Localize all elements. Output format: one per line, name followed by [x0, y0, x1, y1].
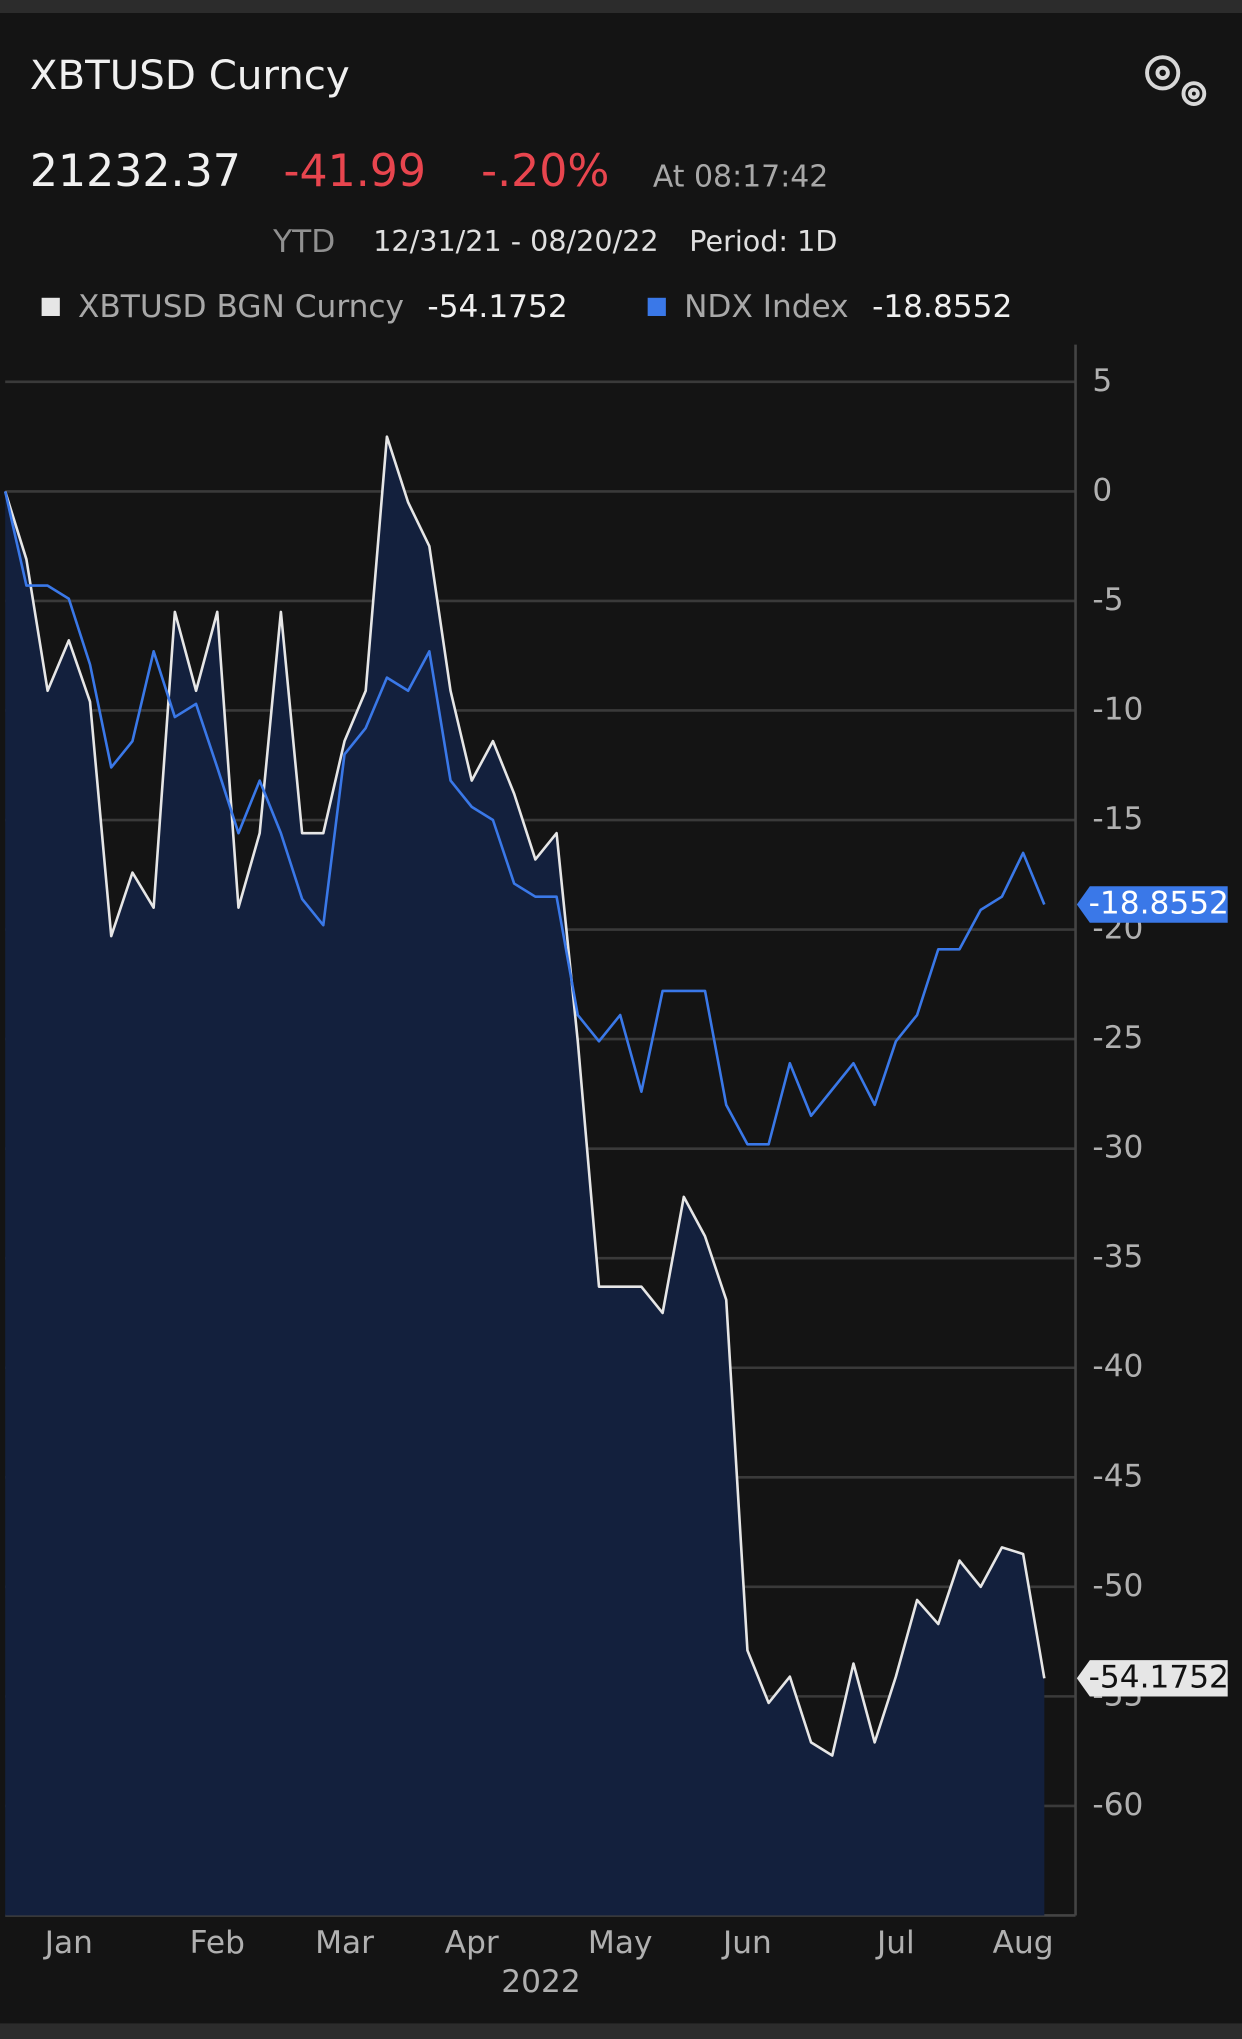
y-tick-label: -45 [1092, 1458, 1143, 1494]
x-tick-label: Apr [445, 1925, 499, 1961]
change: -41.99 [284, 146, 427, 197]
legend-label: NDX Index [684, 289, 849, 325]
legend-value: -54.1752 [427, 289, 567, 325]
bottom-bar [0, 2023, 1242, 2039]
legend-label: XBTUSD BGN Curncy [78, 289, 404, 325]
y-tick-label: 5 [1092, 363, 1112, 399]
legend-swatch [647, 297, 666, 316]
period: Period: 1D [689, 224, 837, 258]
x-tick-label: May [588, 1925, 653, 1961]
value-tag [1076, 886, 1228, 923]
time: At 08:17:42 [653, 160, 828, 195]
y-tick-label: 0 [1092, 472, 1112, 508]
y-tick-label: -5 [1092, 582, 1123, 618]
title: XBTUSD Curncy [30, 52, 350, 99]
value-tag-label: -54.1752 [1089, 1659, 1229, 1695]
y-tick-label: -15 [1092, 801, 1143, 837]
y-tick-label: -25 [1092, 1020, 1143, 1056]
legend-swatch [41, 297, 60, 316]
top-bar [0, 0, 1242, 14]
x-tick-label: Feb [190, 1925, 245, 1961]
range-label: YTD [272, 224, 335, 260]
y-tick-label: -35 [1092, 1239, 1143, 1275]
y-tick-label: -40 [1092, 1349, 1143, 1385]
x-tick-label: Jul [875, 1925, 915, 1961]
line [3, 491, 1046, 1146]
line [3, 435, 1046, 1757]
price: 21232.37 [30, 146, 241, 197]
change-pct: -.20% [481, 146, 609, 197]
x-tick-label: Jun [721, 1925, 772, 1961]
x-tick-label: Mar [315, 1925, 374, 1961]
settings-icon[interactable] [1145, 55, 1207, 106]
y-tick-label: -60 [1092, 1787, 1143, 1823]
x-axis-label: 2022 [501, 1964, 580, 2000]
area [5, 436, 1045, 1916]
y-tick-label: -10 [1092, 691, 1143, 727]
x-tick-label: Jan [43, 1925, 93, 1961]
value-tag [1076, 1660, 1228, 1697]
y-tick-label: -30 [1092, 1130, 1143, 1166]
range: 12/31/21 - 08/20/22 [373, 224, 658, 258]
y-tick-label: -50 [1092, 1568, 1143, 1604]
value-tag-label: -18.8552 [1089, 885, 1229, 921]
x-tick-label: Aug [993, 1925, 1054, 1961]
legend-value: -18.8552 [872, 289, 1012, 325]
